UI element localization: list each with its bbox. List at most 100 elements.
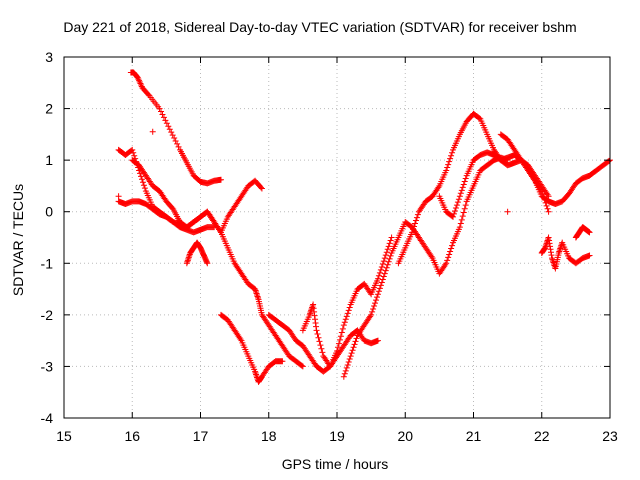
data-point <box>175 143 182 150</box>
data-point <box>376 285 383 292</box>
data-point <box>388 234 395 241</box>
plot-frame <box>63 56 611 419</box>
data-point <box>316 338 323 345</box>
data-point <box>373 297 379 304</box>
data-point <box>414 211 421 218</box>
data-point <box>371 303 378 310</box>
data-point <box>343 364 350 371</box>
data-point <box>374 337 381 344</box>
data-point <box>346 304 353 311</box>
data-point <box>411 223 418 230</box>
data-point <box>130 149 137 156</box>
data-point <box>382 252 389 259</box>
data-point <box>342 316 349 323</box>
data-point <box>166 126 173 133</box>
x-tick-label: 15 <box>56 428 72 444</box>
data-point <box>376 269 383 276</box>
x-tick-label: 23 <box>602 428 618 444</box>
data-point <box>381 270 388 277</box>
data-point <box>545 208 552 215</box>
data-point <box>443 167 450 174</box>
data-point <box>372 300 379 307</box>
data-point <box>374 291 381 298</box>
data-point <box>134 74 141 81</box>
data-point <box>586 252 593 259</box>
data-point <box>384 246 391 253</box>
data-point <box>457 220 464 227</box>
data-point <box>217 176 224 183</box>
data-point <box>129 146 136 153</box>
data-point <box>172 137 179 144</box>
data-point <box>237 336 244 343</box>
data-point <box>461 178 468 185</box>
data-point <box>131 152 138 159</box>
data-points <box>115 69 613 385</box>
data-point <box>456 193 463 200</box>
data-point <box>383 264 390 271</box>
data-point <box>344 310 351 317</box>
data-point <box>163 120 170 127</box>
data-point <box>386 240 393 247</box>
x-tick-label: 21 <box>466 428 482 444</box>
data-point <box>370 305 377 312</box>
data-point <box>383 249 390 256</box>
y-tick-label: -2 <box>41 307 54 323</box>
data-point <box>444 164 451 171</box>
data-point <box>460 181 467 188</box>
data-point <box>443 260 450 267</box>
data-point <box>447 155 454 162</box>
data-point <box>340 373 347 380</box>
data-point <box>452 205 459 212</box>
data-point <box>378 263 385 270</box>
data-point <box>349 347 356 354</box>
x-tick-label: 22 <box>534 428 550 444</box>
data-point <box>375 272 382 279</box>
y-tick-label: 0 <box>45 204 53 220</box>
data-point <box>298 362 305 369</box>
data-point <box>368 311 375 318</box>
data-point <box>162 117 169 124</box>
data-point <box>448 245 455 252</box>
data-point <box>450 213 457 220</box>
data-point <box>318 345 325 352</box>
y-tick-label: 1 <box>45 152 53 168</box>
data-point <box>340 322 347 329</box>
data-point <box>380 273 387 280</box>
data-point <box>410 226 417 233</box>
data-point <box>313 327 320 334</box>
data-point <box>165 123 172 130</box>
x-tick-label: 19 <box>329 428 345 444</box>
data-point <box>385 243 392 250</box>
data-point <box>462 202 469 209</box>
data-point <box>160 114 167 121</box>
data-point <box>543 202 550 209</box>
data-point <box>337 333 344 340</box>
data-point <box>115 193 122 200</box>
data-point <box>377 282 384 289</box>
y-tick-label: -4 <box>41 410 54 426</box>
data-point <box>444 257 451 264</box>
data-point <box>381 255 388 262</box>
data-point <box>455 196 462 203</box>
data-point <box>540 193 547 200</box>
data-point <box>342 367 349 374</box>
data-point <box>373 294 380 301</box>
x-tick-label: 16 <box>124 428 140 444</box>
data-point <box>168 129 175 136</box>
data-point <box>345 307 352 314</box>
data-point <box>539 191 546 198</box>
data-point <box>341 319 348 326</box>
data-point <box>456 224 463 231</box>
y-tick-label: -1 <box>41 255 54 271</box>
data-point <box>428 253 435 260</box>
data-point <box>458 216 465 223</box>
data-point <box>542 199 549 206</box>
data-point <box>139 176 145 183</box>
data-point <box>379 261 386 268</box>
data-point <box>375 288 382 295</box>
plot-border <box>63 56 611 419</box>
data-point <box>458 187 465 194</box>
data-point <box>544 205 551 212</box>
